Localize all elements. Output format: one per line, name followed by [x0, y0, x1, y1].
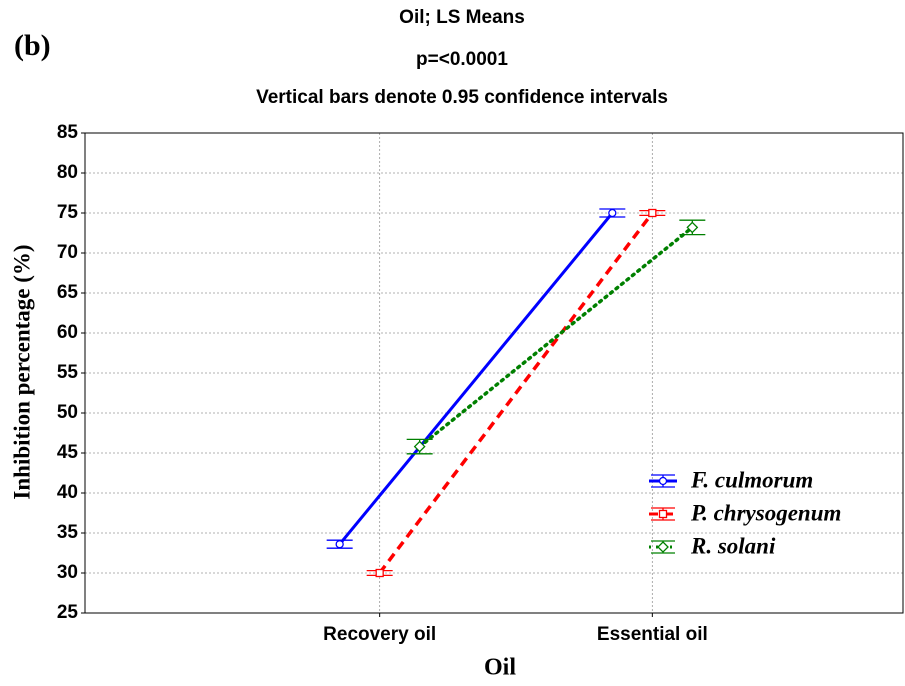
marker	[648, 208, 657, 218]
y-tick-label: 55	[57, 362, 79, 383]
legend-label: F. culmorum	[690, 467, 813, 492]
series-line	[378, 211, 654, 575]
y-tick-label: 45	[57, 442, 79, 463]
y-tick-label: 85	[57, 122, 79, 143]
y-tick-label: 30	[57, 562, 78, 583]
y-tick-label: 25	[57, 602, 79, 623]
y-tick-label: 70	[57, 242, 78, 263]
y-tick-label: 35	[57, 522, 79, 543]
x-tick-label: Essential oil	[597, 624, 708, 645]
marker	[686, 221, 699, 234]
legend-label: P. chrysogenum	[690, 500, 841, 525]
x-tick-label: Recovery oil	[323, 624, 436, 645]
y-tick-label: 40	[57, 482, 78, 503]
chart-subtitle: p=<0.0001	[416, 49, 508, 70]
legend-marker	[658, 476, 668, 486]
plot-frame	[84, 132, 904, 614]
legend-label: R. solani	[690, 533, 776, 558]
series-line	[417, 225, 695, 449]
marker	[413, 440, 426, 453]
marker	[608, 208, 617, 218]
y-tick-label: 65	[57, 282, 79, 303]
y-tick-label: 80	[57, 162, 78, 183]
annotation: Vertical bars denote 0.95 confidence int…	[256, 87, 668, 108]
panel-label: (b)	[14, 29, 51, 62]
marker	[375, 568, 384, 578]
y-axis-label: Inhibition percentage (%)	[9, 244, 34, 499]
legend-marker	[657, 541, 669, 553]
legend-marker	[658, 509, 668, 519]
y-tick-label: 60	[57, 322, 78, 343]
series-line	[338, 212, 614, 546]
x-axis-label: Oil	[484, 655, 516, 681]
y-tick-label: 75	[57, 202, 79, 223]
y-tick-label: 50	[57, 402, 78, 423]
chart-title: Oil; LS Means	[399, 7, 525, 28]
marker	[335, 540, 344, 549]
